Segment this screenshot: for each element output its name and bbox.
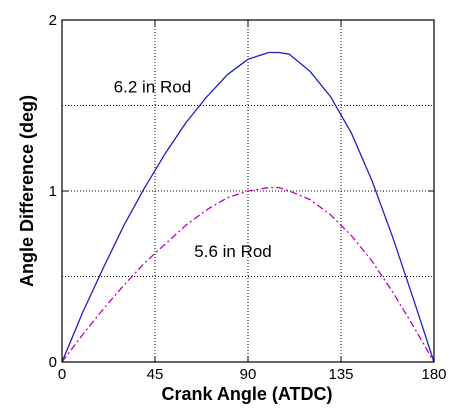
annotations: 6.2 in Rod 5.6 in Rod (114, 78, 272, 261)
y-axis-title: Angle Difference (deg) (17, 95, 37, 287)
x-tick-label-3: 135 (328, 366, 353, 383)
y-tick-label-2: 2 (49, 12, 57, 29)
series-line-0 (61, 51, 435, 363)
x-tick-label-1: 45 (147, 366, 164, 383)
x-tick-label-4: 180 (421, 366, 446, 383)
x-tick-label-0: 0 (58, 366, 66, 383)
axes (61, 19, 435, 363)
plot-series (61, 51, 435, 363)
y-tick-label-1: 1 (49, 183, 57, 200)
y-tick-label-0: 0 (49, 354, 57, 371)
annotation-1: 5.6 in Rod (194, 242, 272, 261)
annotation-0: 6.2 in Rod (114, 78, 191, 97)
x-axis-title: Crank Angle (ATDC) (162, 384, 333, 404)
tick-labels: 0 45 90 135 180 0 1 2 (49, 12, 447, 383)
x-tick-label-2: 90 (240, 366, 257, 383)
